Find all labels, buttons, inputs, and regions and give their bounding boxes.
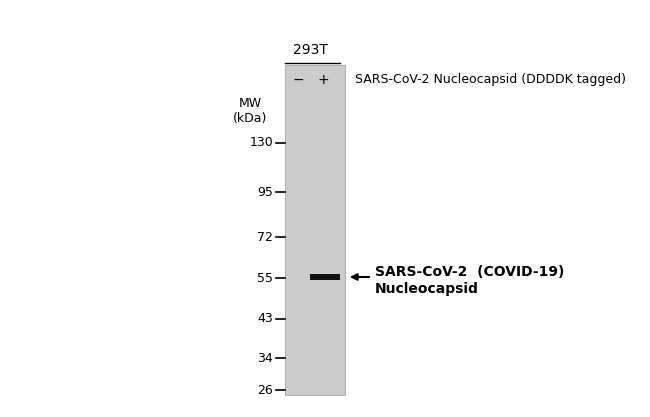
Text: 55: 55 <box>257 271 273 284</box>
Bar <box>285 65 345 395</box>
Text: 293T: 293T <box>292 43 328 57</box>
Bar <box>310 274 340 280</box>
Text: MW: MW <box>239 96 261 110</box>
Text: −: − <box>292 73 304 87</box>
Text: 130: 130 <box>249 136 273 150</box>
Text: 72: 72 <box>257 231 273 244</box>
Text: Nucleocapsid: Nucleocapsid <box>375 282 479 296</box>
Text: 26: 26 <box>257 384 273 397</box>
Text: SARS-CoV-2  (COVID-19): SARS-CoV-2 (COVID-19) <box>375 265 564 279</box>
Text: +: + <box>317 73 329 87</box>
Text: 34: 34 <box>257 352 273 364</box>
Text: (kDa): (kDa) <box>233 111 267 125</box>
Text: 43: 43 <box>257 312 273 326</box>
Text: SARS-CoV-2 Nucleocapsid (DDDDK tagged): SARS-CoV-2 Nucleocapsid (DDDDK tagged) <box>355 73 626 85</box>
Text: 95: 95 <box>257 186 273 198</box>
